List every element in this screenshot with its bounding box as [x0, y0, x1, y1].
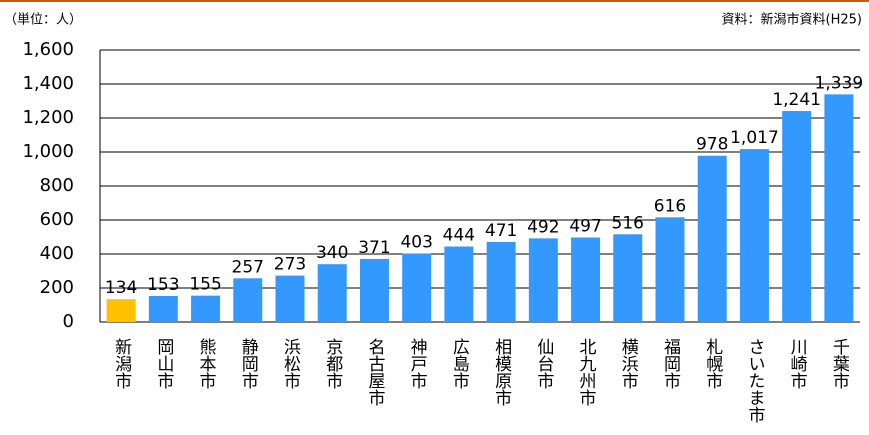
- x-tick-label: 静岡市: [238, 338, 259, 389]
- bar: [359, 258, 389, 322]
- bar: [697, 155, 727, 322]
- y-tick-label: 1,000: [22, 141, 74, 162]
- x-tick-label: 川崎市: [787, 338, 808, 389]
- x-tick-label: 北九州市: [576, 338, 597, 406]
- data-label: 1,339: [815, 73, 864, 93]
- y-tick-label: 1,200: [22, 107, 74, 128]
- data-label: 155: [189, 275, 221, 295]
- data-label: 978: [696, 135, 728, 155]
- bar: [106, 299, 136, 322]
- source: 資料：新潟市資料(H25): [722, 12, 862, 28]
- y-tick-label: 1,400: [22, 73, 74, 94]
- x-tick-label: 岡山市: [153, 338, 174, 389]
- unit-label: （単位：人）: [4, 12, 82, 28]
- data-label: 1,017: [730, 128, 779, 148]
- data-label: 497: [569, 217, 601, 237]
- y-tick-label: 1,600: [22, 39, 74, 60]
- bar: [191, 295, 221, 322]
- bar: [782, 111, 812, 322]
- y-tick-label: 800: [40, 175, 74, 196]
- data-label: 516: [612, 213, 644, 233]
- data-label: 371: [358, 238, 390, 258]
- x-tick-label: 名古屋市: [364, 338, 385, 406]
- data-label: 616: [654, 196, 686, 216]
- bar: [444, 246, 474, 322]
- x-tick-label: 広島市: [449, 338, 470, 389]
- y-tick-label: 200: [40, 277, 74, 298]
- bar: [613, 234, 643, 322]
- x-tick-label: 新潟市: [111, 338, 132, 389]
- data-label: 444: [443, 226, 475, 246]
- data-label: 403: [400, 232, 432, 252]
- x-tick-label: 横浜市: [618, 338, 639, 389]
- x-tick-label: 神戸市: [407, 338, 428, 389]
- data-label: 471: [485, 221, 517, 241]
- x-tick-label: 相模原市: [491, 338, 512, 406]
- top-rule: [0, 0, 869, 2]
- bar: [739, 149, 769, 322]
- data-label: 340: [316, 243, 348, 263]
- bar: [655, 217, 685, 322]
- x-tick-label: 福岡市: [660, 338, 681, 389]
- bar: [402, 253, 432, 322]
- data-label: 1,241: [772, 90, 821, 110]
- data-label: 134: [105, 278, 137, 298]
- bar: [148, 295, 178, 322]
- bar: [233, 278, 263, 322]
- x-tick-label: 京都市: [322, 338, 343, 389]
- x-tick-label: 浜松市: [280, 338, 301, 389]
- x-tick-label: さいたま市: [744, 338, 765, 423]
- y-tick-label: 0: [63, 311, 74, 332]
- bar: [528, 238, 558, 322]
- bar: [317, 264, 347, 322]
- data-label: 273: [274, 255, 306, 275]
- x-tick-label: 千葉市: [829, 338, 850, 389]
- x-tick-label: 熊本市: [196, 338, 217, 389]
- x-tick-label: 仙台市: [533, 338, 554, 389]
- data-label: 257: [232, 257, 264, 277]
- bar: [824, 94, 854, 323]
- data-label: 492: [527, 217, 559, 237]
- bar: [571, 237, 601, 322]
- bar: [486, 241, 516, 322]
- bar: [275, 275, 305, 322]
- y-tick-label: 400: [40, 243, 74, 264]
- data-label: 153: [147, 275, 179, 295]
- x-tick-label: 札幌市: [702, 338, 723, 389]
- y-tick-label: 600: [40, 209, 74, 230]
